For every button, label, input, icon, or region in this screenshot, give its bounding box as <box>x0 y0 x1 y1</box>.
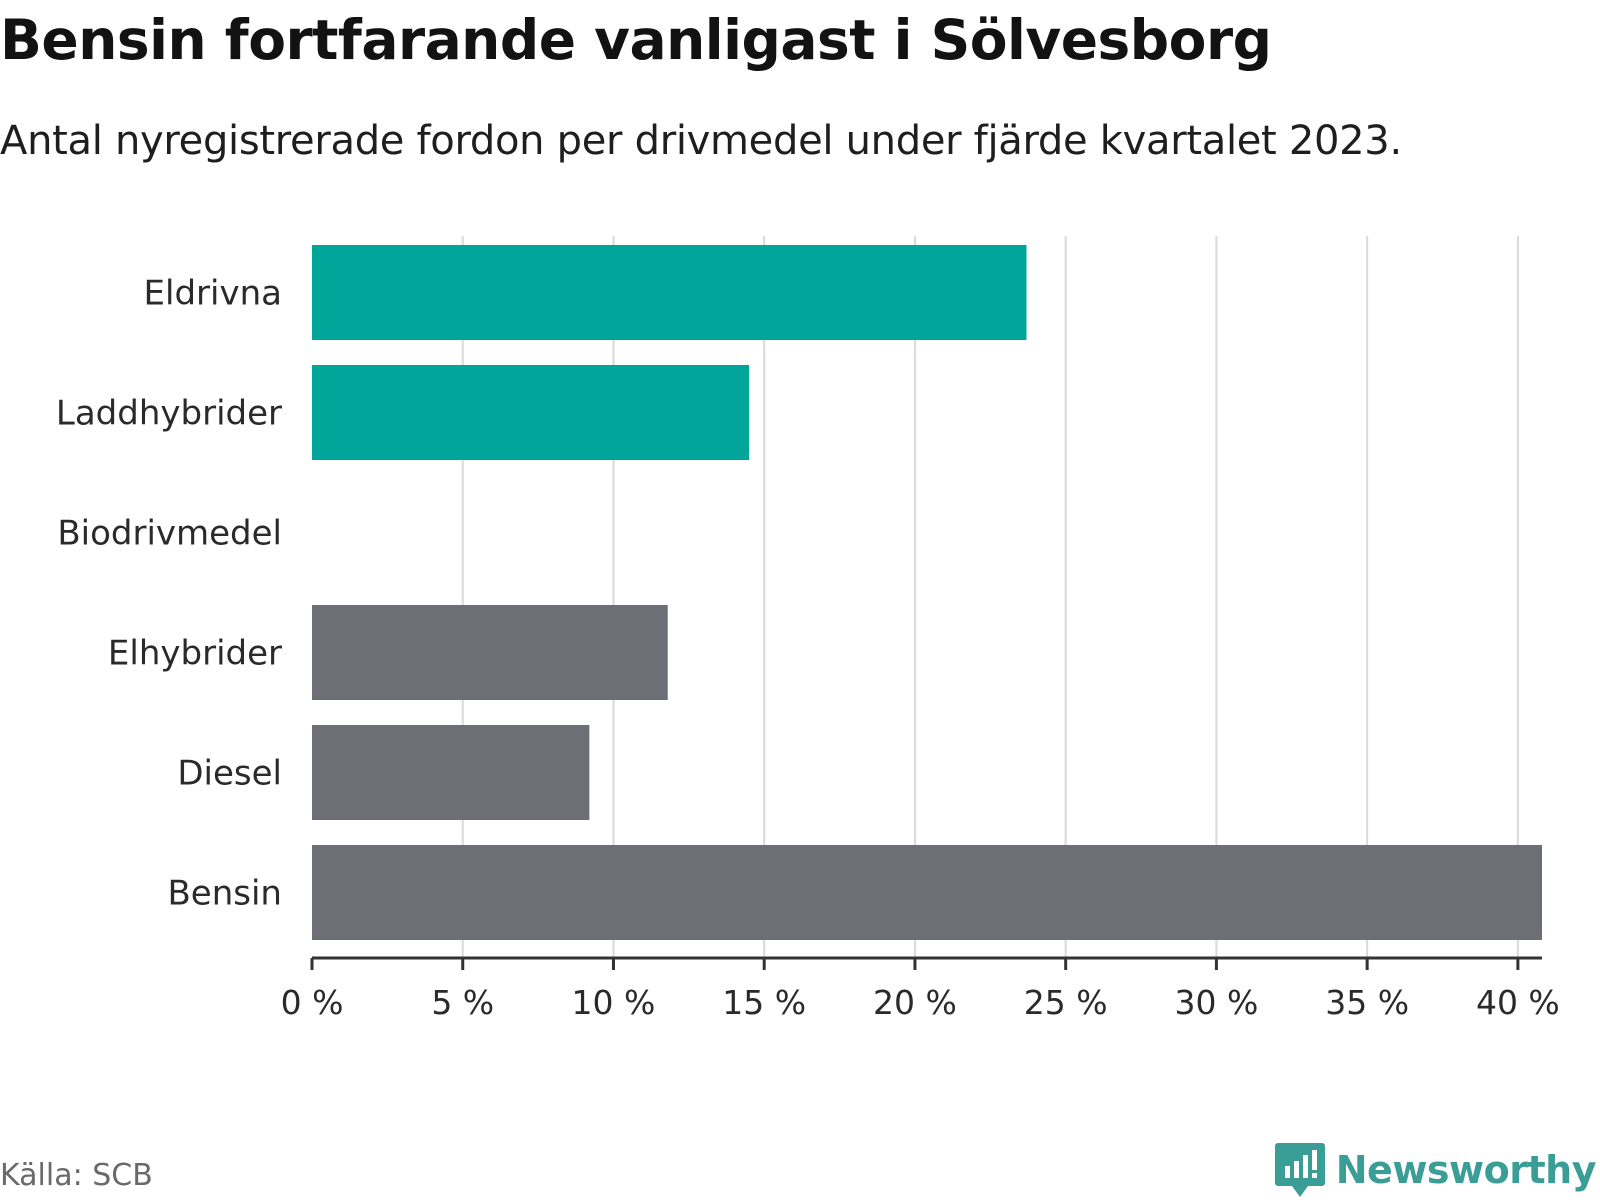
bar <box>312 725 590 820</box>
category-label: Diesel <box>177 754 282 794</box>
category-label: Laddhybrider <box>56 394 282 434</box>
category-label: Elhybrider <box>108 634 282 674</box>
x-tick-label: 25 % <box>1024 983 1108 1022</box>
x-tick-label: 20 % <box>873 983 957 1022</box>
brand-name: Newsworthy <box>1335 1148 1597 1192</box>
chart-subtitle: Antal nyregistrerade fordon per drivmede… <box>0 118 1402 164</box>
x-tick-label: 30 % <box>1174 983 1258 1022</box>
source-note: Källa: SCB <box>0 1158 153 1193</box>
bar <box>312 605 668 700</box>
x-tick-label: 40 % <box>1476 983 1560 1022</box>
x-tick-label: 15 % <box>722 983 806 1022</box>
bar <box>312 365 750 460</box>
x-tick-label: 10 % <box>572 983 656 1022</box>
x-tick-label: 35 % <box>1325 983 1409 1022</box>
x-axis: 0 % 5 % 10 % 15 % 20 % 25 % 30 % 35 % 40 % <box>281 956 1560 1022</box>
newsworthy-logo-icon <box>1274 1143 1325 1197</box>
brand-logo: Newsworthy <box>1274 1141 1597 1199</box>
gridlines <box>461 236 1519 958</box>
bar <box>312 845 1542 940</box>
bar-chart: 0 % 5 % 10 % 15 % 20 % 25 % 30 % 35 % 40 % Eldri… <box>56 236 1560 1022</box>
category-label: Bensin <box>167 874 282 914</box>
category-label: Eldrivna <box>144 274 282 314</box>
x-tick-label: 0 % <box>281 983 344 1022</box>
category-labels: Eldrivna Laddhybrider Biodrivmedel Elhybrid… <box>56 274 282 914</box>
category-label: Biodrivmedel <box>57 514 282 554</box>
bars <box>312 245 1542 940</box>
x-tick-label: 5 % <box>431 983 494 1022</box>
bar <box>312 245 1027 340</box>
chart-title: Bensin fortfarande vanligast i Sölvesbor… <box>0 8 1272 72</box>
